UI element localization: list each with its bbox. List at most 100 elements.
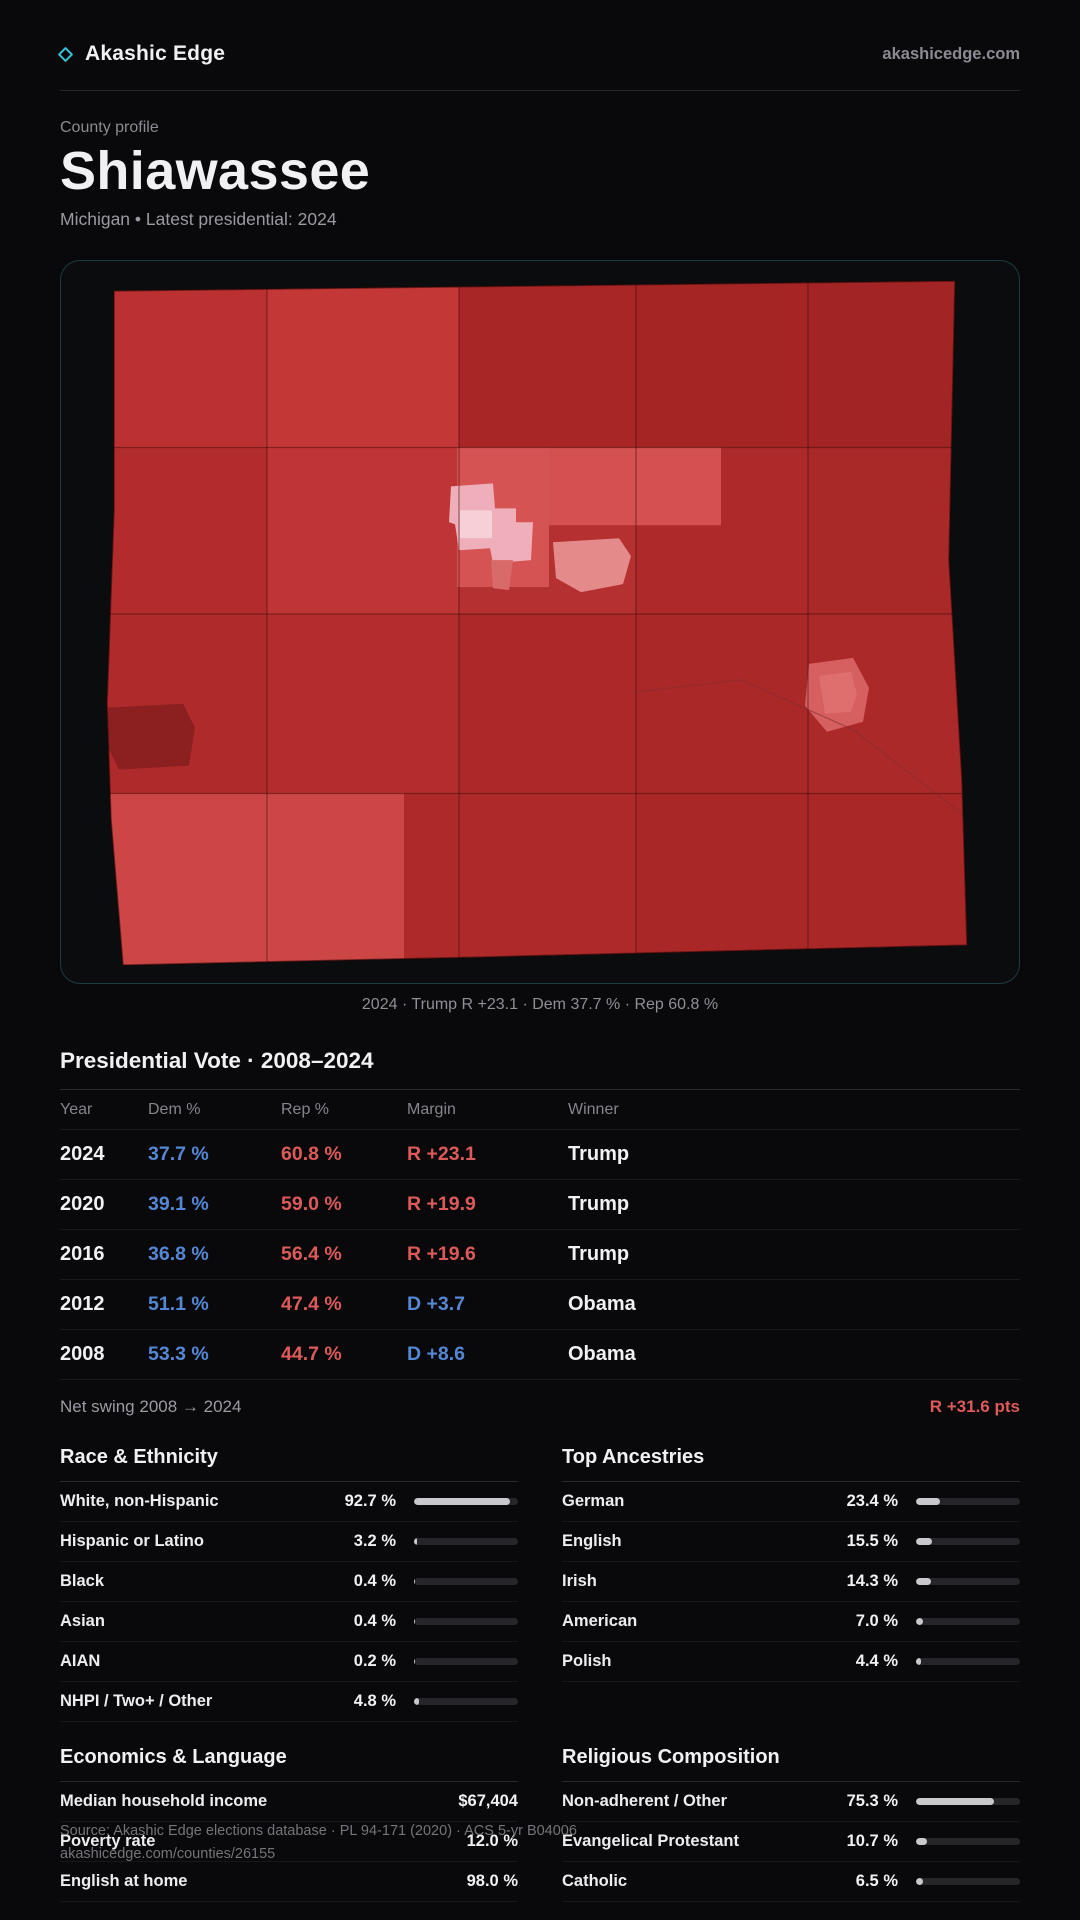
stat-value: 7.0 % — [855, 1612, 898, 1631]
stat-value: 0.2 % — [353, 1652, 396, 1671]
economics-rows: Median household income $67,404 Poverty ra… — [60, 1782, 518, 1903]
vote-margin-cell: D +8.6 — [407, 1343, 465, 1366]
stat-value: 23.4 % — [846, 1492, 898, 1511]
vote-year-cell: 2024 — [60, 1143, 105, 1166]
stat-bar-fill — [916, 1498, 941, 1506]
stat-label: Catholic — [562, 1872, 628, 1891]
vote-winner-cell: Obama — [568, 1343, 636, 1366]
stat-bar-track — [916, 1618, 1020, 1626]
vote-margin-cell: R +23.1 — [407, 1143, 476, 1166]
stat-label: English — [562, 1532, 622, 1551]
stat-row: German 23.4 % — [562, 1482, 1020, 1523]
stat-row: Median household income $67,404 — [60, 1782, 518, 1823]
stat-label: Evangelical Protestant — [562, 1832, 739, 1851]
vote-table-row: 2012 51.1 % 47.4 % D +3.7 Obama — [60, 1280, 1020, 1331]
stat-value: 4.4 % — [855, 1652, 898, 1671]
stat-bar-fill — [916, 1618, 924, 1626]
stat-label: Black — [60, 1572, 105, 1591]
stat-value: 14.3 % — [846, 1572, 898, 1591]
stat-label: White, non-Hispanic — [60, 1492, 219, 1511]
stat-label: NHPI / Two+ / Other — [60, 1692, 213, 1711]
stat-row: Black 0.4 % — [60, 1562, 518, 1603]
demographics-grid: Race & Ethnicity White, non-Hispanic 92.7… — [60, 1446, 1020, 1723]
economics-section-title: Economics & Language — [60, 1746, 518, 1783]
brand: Akashic Edge — [57, 42, 225, 66]
stat-label: AIAN — [60, 1652, 101, 1671]
brand-diamond-icon — [57, 46, 74, 62]
vote-rep-cell: 56.4 % — [281, 1243, 342, 1266]
vote-rep-cell: 59.0 % — [281, 1193, 342, 1216]
stat-row: Irish 14.3 % — [562, 1562, 1020, 1603]
vote-dem-cell: 53.3 % — [148, 1343, 209, 1366]
religion-section-title: Religious Composition — [562, 1746, 1020, 1783]
vote-winner-cell: Trump — [568, 1243, 630, 1266]
site-domain-link[interactable]: akashicedge.com — [882, 44, 1020, 63]
stat-label: English at home — [60, 1872, 188, 1891]
stat-row: Polish 4.4 % — [562, 1642, 1020, 1683]
stat-value: 6.5 % — [855, 1872, 898, 1891]
stat-bar-track — [414, 1578, 518, 1586]
vote-table: Year Dem % Rep % Margin Winner 2024 37.7 … — [60, 1089, 1020, 1381]
stat-label: Median household income — [60, 1792, 268, 1811]
vote-winner-cell: Trump — [568, 1143, 630, 1166]
stat-bar-fill — [916, 1658, 921, 1666]
race-section: Race & Ethnicity White, non-Hispanic 92.7… — [60, 1446, 518, 1723]
stat-bar-track — [414, 1698, 518, 1706]
net-swing-value: R +31.6 pts — [929, 1397, 1020, 1417]
stat-bar-fill — [916, 1538, 933, 1546]
stat-bar-track — [414, 1538, 518, 1546]
kicker-label: County profile — [60, 119, 159, 136]
stat-row: Asian 0.4 % — [60, 1602, 518, 1643]
stat-bar-track — [414, 1658, 518, 1666]
stat-row: English 15.5 % — [562, 1522, 1020, 1563]
vote-dem-cell: 39.1 % — [148, 1193, 209, 1216]
stat-value: 98.0 % — [466, 1872, 518, 1891]
vote-year-cell: 2008 — [60, 1343, 105, 1366]
stat-label: Non-adherent / Other — [562, 1792, 728, 1811]
stat-row: Hispanic or Latino 3.2 % — [60, 1522, 518, 1563]
stat-row: Poverty rate 12.0 % — [60, 1822, 518, 1863]
vote-margin-cell: D +3.7 — [407, 1293, 465, 1316]
stat-bar-fill — [916, 1878, 923, 1886]
stat-bar-fill — [916, 1798, 995, 1806]
race-rows: White, non-Hispanic 92.7 % Hispanic or Lat… — [60, 1482, 518, 1723]
stat-bar-track — [916, 1498, 1020, 1506]
stat-value: $67,404 — [458, 1792, 518, 1811]
stat-row: Evangelical Protestant 10.7 % — [562, 1822, 1020, 1863]
race-section-title: Race & Ethnicity — [60, 1446, 518, 1483]
map-caption: 2024 · Trump R +23.1 · Dem 37.7 % · Rep … — [361, 996, 719, 1014]
stat-value: 75.3 % — [846, 1792, 898, 1811]
net-swing-label: Net swing 2008 → 2024 — [60, 1397, 242, 1417]
stat-label: Polish — [562, 1652, 612, 1671]
col-year: Year — [60, 1101, 93, 1119]
vote-rep-cell: 47.4 % — [281, 1293, 342, 1316]
vote-year-cell: 2016 — [60, 1243, 105, 1266]
vote-section-title: Presidential Vote · 2008–2024 — [60, 1048, 374, 1074]
ancestry-section: Top Ancestries German 23.4 % English 15.5 %… — [562, 1446, 1020, 1722]
vote-table-row: 2008 53.3 % 44.7 % D +8.6 Obama — [60, 1330, 1020, 1381]
vote-table-header: Year Dem % Rep % Margin Winner — [60, 1090, 1020, 1131]
stat-bar-track — [916, 1878, 1020, 1886]
stat-label: Poverty rate — [60, 1832, 156, 1851]
stat-row: Non-adherent / Other 75.3 % — [562, 1782, 1020, 1823]
economics-religion-grid: Economics & Language Median household in… — [60, 1746, 1020, 1903]
vote-year-cell: 2012 — [60, 1293, 105, 1316]
net-swing-row: Net swing 2008 → 2024 R +31.6 pts — [60, 1380, 1020, 1432]
vote-dem-cell: 51.1 % — [148, 1293, 209, 1316]
vote-dem-cell: 36.8 % — [148, 1243, 209, 1266]
stat-bar-fill — [916, 1578, 931, 1586]
stat-label: Asian — [60, 1612, 105, 1631]
vote-table-row: 2016 36.8 % 56.4 % R +19.6 Trump — [60, 1230, 1020, 1281]
col-rep: Rep % — [281, 1101, 330, 1119]
stat-bar-track — [916, 1538, 1020, 1546]
stat-value: 15.5 % — [846, 1532, 898, 1551]
vote-margin-cell: R +19.9 — [407, 1193, 476, 1216]
stat-label: American — [562, 1612, 638, 1631]
vote-rep-cell: 60.8 % — [281, 1143, 342, 1166]
stat-value: 3.2 % — [353, 1532, 396, 1551]
stat-row: American 7.0 % — [562, 1602, 1020, 1643]
vote-table-row: 2024 37.7 % 60.8 % R +23.1 Trump — [60, 1130, 1020, 1181]
stat-row: NHPI / Two+ / Other 4.8 % — [60, 1682, 518, 1723]
stat-label: Irish — [562, 1572, 597, 1591]
